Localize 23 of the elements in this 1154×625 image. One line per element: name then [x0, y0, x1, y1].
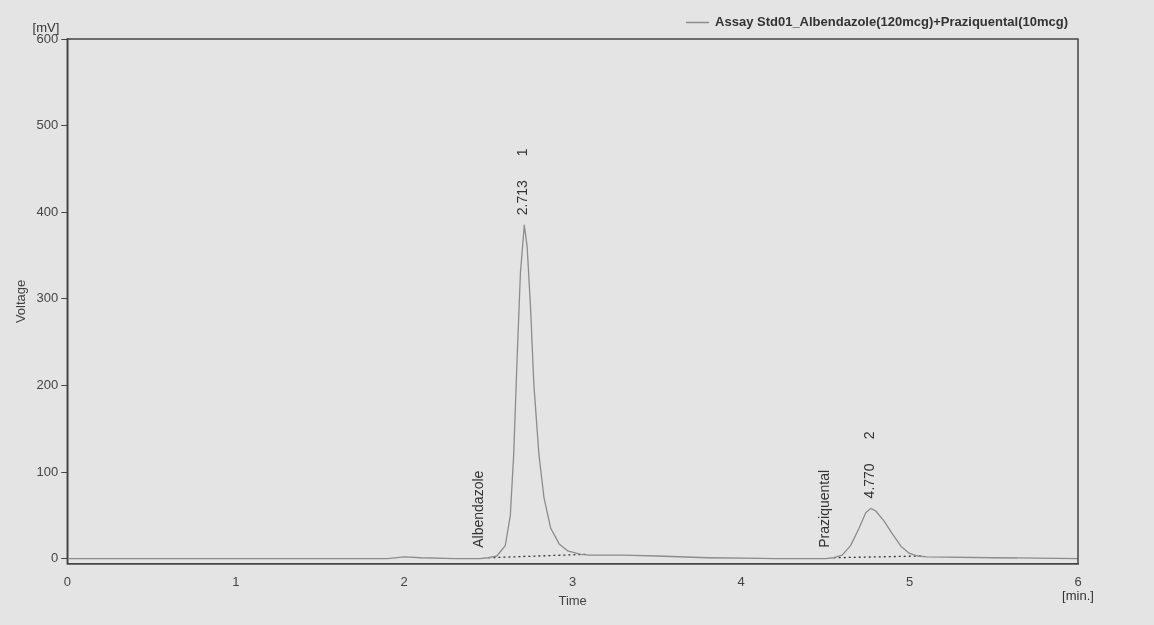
- x-tick-label: 0: [63, 574, 71, 590]
- x-axis-title: Time: [558, 592, 587, 608]
- y-tick-label: 500: [36, 117, 59, 133]
- annotation: 1: [514, 148, 531, 157]
- y-axis-title: Voltage: [13, 279, 29, 324]
- annotation: 2.713: [514, 179, 531, 216]
- legend-label: Assay Std01_Albendazole(120mcg)+Praziquental(10mcg): [715, 14, 1069, 30]
- x-tick-label: 2: [400, 574, 408, 590]
- annotation: Praziquental: [815, 469, 832, 548]
- y-tick-label: 300: [36, 290, 59, 306]
- annotation: 2: [860, 431, 877, 440]
- y-tick-label: 400: [36, 203, 59, 219]
- annotation: 4.770: [860, 463, 877, 499]
- x-tick-label: 6: [1074, 574, 1082, 590]
- text: [min.]: [1062, 587, 1094, 603]
- x-tick-label: 5: [905, 574, 914, 590]
- x-tick-label: 3: [569, 574, 577, 590]
- x-tick-label: 4: [737, 574, 745, 590]
- y-tick-label: 100: [36, 463, 59, 479]
- x-tick-label: 1: [232, 574, 240, 590]
- y-tick-label: 200: [36, 376, 59, 392]
- annotation: Albendazole: [470, 470, 487, 548]
- y-tick-label: 0: [51, 550, 59, 566]
